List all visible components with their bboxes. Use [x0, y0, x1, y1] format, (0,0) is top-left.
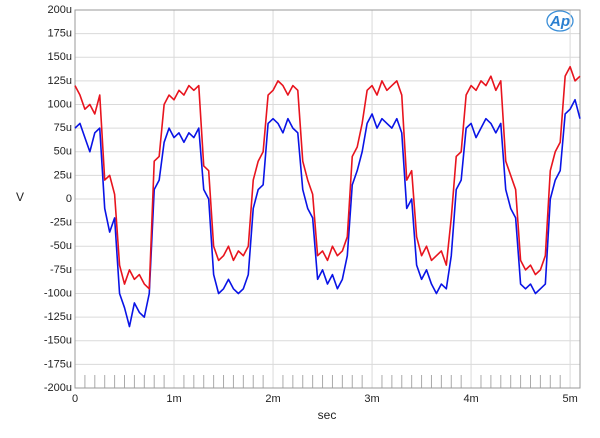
plot-border — [74, 9, 581, 389]
y-tick-label: 50u — [54, 146, 72, 158]
x-tick-label: 5m — [562, 393, 577, 405]
y-tick-label: 25u — [54, 169, 72, 181]
y-tick-label: -75u — [50, 264, 72, 276]
y-tick-label: 125u — [48, 75, 72, 87]
y-tick-label: 150u — [48, 51, 72, 63]
y-tick-label: 75u — [54, 122, 72, 134]
series-line — [74, 98, 581, 328]
y-tick-label: -200u — [44, 382, 72, 394]
logo-text: Ap — [549, 13, 570, 30]
x-tick-label: 4m — [463, 393, 478, 405]
x-axis-label: sec — [318, 408, 337, 422]
y-tick-label: 200u — [48, 4, 72, 16]
series-line — [74, 65, 581, 290]
logo: Ap — [546, 10, 574, 32]
x-tick-label: 2m — [265, 393, 280, 405]
y-tick-label: 100u — [48, 98, 72, 110]
y-axis-label: V — [16, 190, 24, 204]
x-tick-label: 1m — [166, 393, 181, 405]
x-tick-label: 0 — [72, 393, 78, 405]
y-tick-label: -100u — [44, 287, 72, 299]
y-tick-label: -25u — [50, 217, 72, 229]
logo-ring — [546, 10, 574, 32]
y-tick-label: 175u — [48, 28, 72, 40]
y-tick-label: -50u — [50, 240, 72, 252]
y-tick-label: -150u — [44, 335, 72, 347]
x-tick-label: 3m — [364, 393, 379, 405]
y-tick-label: -125u — [44, 311, 72, 323]
y-tick-label: -175u — [44, 358, 72, 370]
y-tick-label: 0 — [66, 193, 72, 205]
